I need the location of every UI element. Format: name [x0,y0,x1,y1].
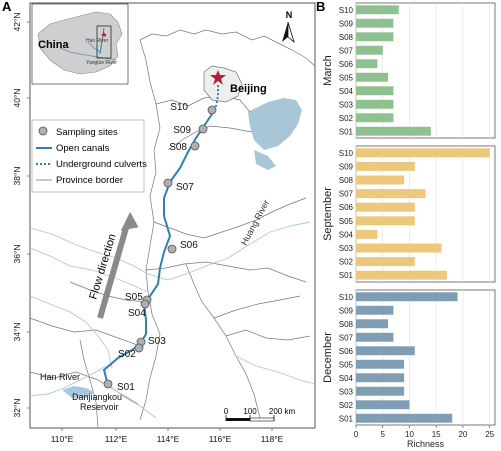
site-marker-s06 [167,244,177,254]
site-label: S09 [173,125,191,136]
inset-map [31,3,129,85]
site-marker-s09 [198,124,208,134]
site-marker-s10 [207,105,217,115]
site-marker-s08 [190,141,200,151]
inset-china-label: China [38,39,69,51]
site-marker-s02 [134,343,144,353]
north-arrow-icon [282,21,295,44]
lat-tick-label: 34°N [12,323,22,342]
lat-tick-label: 40°N [12,89,22,108]
longitude-ticks [61,428,273,431]
legend-label-canals: Open canals [56,143,110,154]
rivers [29,221,316,419]
site-label: S05 [125,292,143,303]
legend-site-icon [38,126,48,136]
reservoir-label-line1: Danjiangkou [72,392,122,402]
lat-tick-label: 32°N [12,399,22,418]
flow-direction-arrow [97,211,139,319]
inset-han-river-label: Han River [86,38,109,44]
longitude-labels: 110°E 112°E 114°E 116°E 118°E [51,434,284,444]
lon-tick-label: 110°E [51,434,74,444]
site-label: S10 [170,102,188,113]
site-label: S03 [148,336,166,347]
legend-label-sites: Sampling sites [56,127,118,138]
city-label-beijing: Beijing [230,83,267,95]
legend-label-culverts: Underground culverts [56,159,147,170]
beijing-star-icon [210,70,226,85]
panel-a-label: A [2,0,12,14]
lon-tick-label: 112°E [105,434,128,444]
site-label: S08 [169,142,187,153]
scale-label-mid: 100 [243,407,257,416]
site-marker-s07 [163,178,173,188]
site-label: S02 [118,349,136,360]
inset-yangtze-label: Yangtze River [86,60,117,66]
lat-tick-label: 42°N [12,13,22,32]
legend-label-border: Province border [56,175,123,186]
site-label: S06 [180,240,198,251]
north-label: N [286,10,293,20]
site-labels: S10 S09 S08 S07 S06 S05 S04 S03 S02 S01 [117,102,198,393]
scale-label-end: 200 km [269,407,296,416]
site-marker-s01 [103,379,113,389]
reservoir-label-line2: Reservoir [80,402,119,412]
lon-tick-label: 118°E [261,434,284,444]
site-marker-s04 [140,299,150,309]
site-label: S04 [128,308,146,319]
lat-tick-label: 36°N [12,245,22,264]
map-legend [31,119,145,193]
lon-tick-label: 114°E [157,434,180,444]
scale-label-zero: 0 [224,407,229,416]
scale-bar [225,415,275,422]
lat-tick-label: 38°N [12,167,22,186]
site-label: S07 [176,182,194,193]
latitude-labels: 42°N 40°N 38°N 36°N 34°N 32°N [12,13,22,418]
danjiangkou-reservoir-shape [62,386,94,398]
lon-tick-label: 116°E [209,434,232,444]
sampling-sites [103,105,217,389]
sea [248,98,302,170]
han-river-label: Han River [40,372,80,382]
site-label: S01 [117,382,135,393]
latitude-ticks [27,21,30,409]
